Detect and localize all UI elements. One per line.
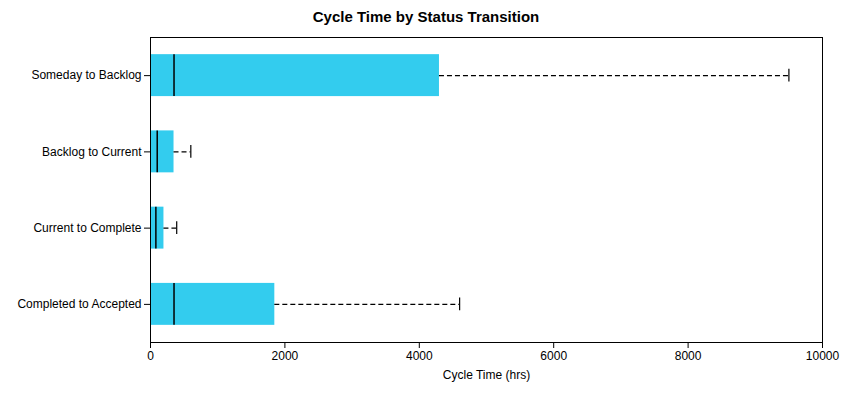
svg-text:8000: 8000 <box>675 349 702 363</box>
svg-text:2000: 2000 <box>272 349 299 363</box>
svg-text:Backlog to Current: Backlog to Current <box>42 145 142 159</box>
html-text:Cycle Time by Status Transitio: Cycle Time by Status Transition <box>312 8 540 25</box>
svg-text:4000: 4000 <box>406 349 433 363</box>
svg-text:Cycle Time (hrs): Cycle Time (hrs) <box>443 368 530 382</box>
svg-text:10000: 10000 <box>806 349 840 363</box>
svg-text:0: 0 <box>147 349 154 363</box>
svg-text:6000: 6000 <box>540 349 567 363</box>
svg-text:Completed to Accepted: Completed to Accepted <box>17 297 141 311</box>
svg-text:Someday to Backlog: Someday to Backlog <box>31 68 141 82</box>
svg-text:Current to Complete: Current to Complete <box>33 221 141 235</box>
